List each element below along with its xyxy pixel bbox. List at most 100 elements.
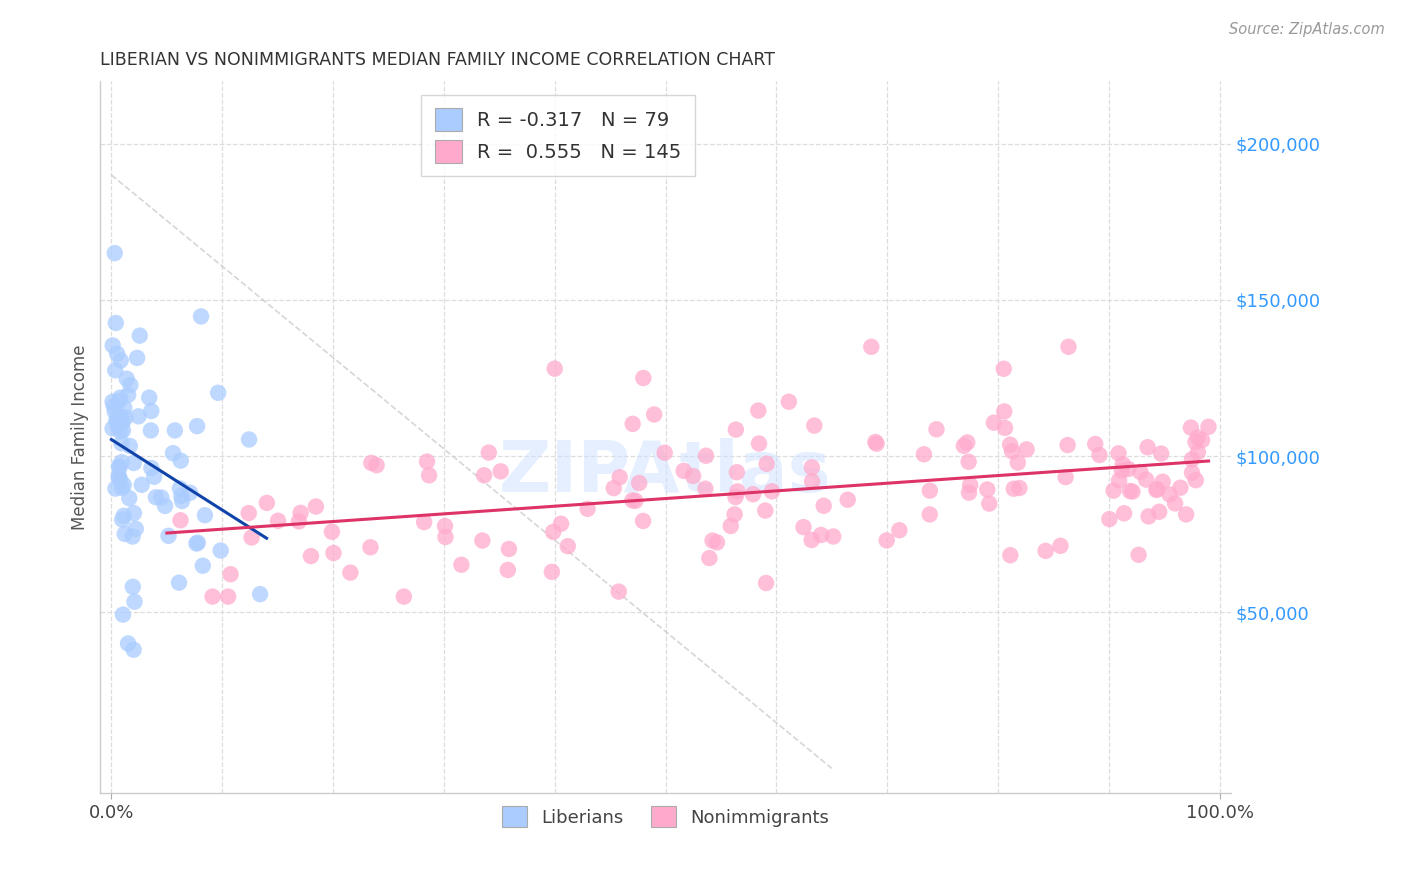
Point [478,445,501,459]
Point [191,558,214,573]
Point [557,539,579,553]
Point [115,372,138,386]
Point [170,453,193,467]
Point [837,492,859,507]
Point [1001,444,1024,458]
Point [1184,473,1206,487]
Point [725,484,748,499]
Point [104,363,127,377]
Point [418,468,440,483]
Point [112,401,135,415]
Point [810,528,832,542]
Point [912,447,935,461]
Point [876,533,898,548]
Point [1181,466,1204,480]
Point [1152,475,1174,489]
Point [628,475,651,490]
Point [952,439,974,453]
Point [118,491,141,505]
Point [865,436,887,450]
Point [1187,445,1209,459]
Point [748,436,770,450]
Point [1015,442,1038,457]
Point [624,493,647,508]
Point [416,454,439,468]
Point [1102,483,1125,498]
Point [754,503,776,517]
Text: Source: ZipAtlas.com: Source: ZipAtlas.com [1229,22,1385,37]
Point [1122,484,1144,499]
Point [621,417,644,431]
Point [918,508,941,522]
Point [157,529,180,543]
Point [238,506,260,520]
Point [194,508,217,523]
Point [138,391,160,405]
Point [153,499,176,513]
Point [1150,447,1173,461]
Point [339,566,361,580]
Point [1170,481,1192,495]
Point [111,455,134,469]
Point [1187,431,1209,445]
Text: ZIPAtlas: ZIPAtlas [499,439,832,508]
Point [1108,474,1130,488]
Point [1057,340,1080,354]
Point [131,478,153,492]
Point [121,580,143,594]
Point [101,394,124,409]
Point [803,418,825,433]
Point [110,391,132,405]
Point [976,483,998,497]
Point [724,423,747,437]
Point [108,393,131,408]
Point [359,541,381,555]
Point [1146,483,1168,497]
Point [725,465,748,479]
Point [498,541,520,556]
Point [111,416,134,430]
Point [108,461,131,475]
Point [1128,548,1150,562]
Legend: Liberians, Nonimmigrants: Liberians, Nonimmigrants [495,799,837,834]
Point [792,520,814,534]
Point [122,642,145,657]
Point [110,353,132,368]
Point [121,529,143,543]
Point [110,436,132,450]
Point [889,523,911,537]
Point [801,475,824,489]
Point [112,478,135,492]
Point [1108,446,1130,460]
Point [1098,512,1121,526]
Point [238,433,260,447]
Point [654,446,676,460]
Point [860,340,883,354]
Point [724,490,747,504]
Point [621,493,644,508]
Point [918,483,941,498]
Point [170,489,193,503]
Point [1049,539,1071,553]
Point [631,514,654,528]
Point [723,508,745,522]
Point [186,419,208,434]
Point [742,487,765,501]
Point [108,470,131,484]
Point [1035,544,1057,558]
Point [169,482,191,496]
Point [778,394,800,409]
Point [800,533,823,547]
Point [366,458,388,473]
Point [1118,462,1140,476]
Point [111,607,134,622]
Point [755,457,778,471]
Point [450,558,472,572]
Point [1112,457,1135,471]
Point [122,506,145,520]
Point [186,536,208,550]
Point [117,636,139,650]
Point [207,385,229,400]
Point [413,515,436,529]
Point [124,595,146,609]
